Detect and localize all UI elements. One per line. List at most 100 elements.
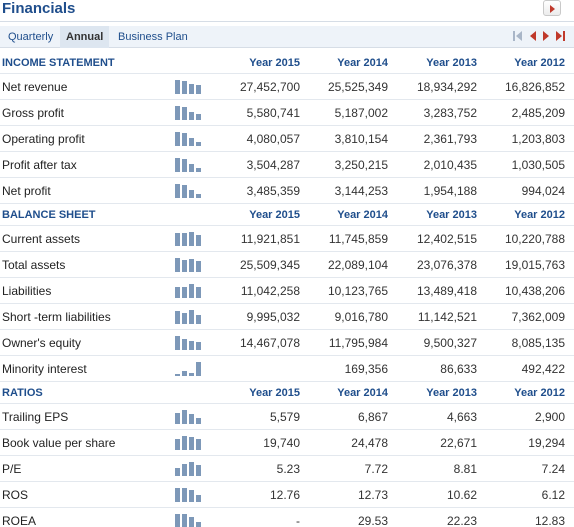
value-cell: 994,024 [521, 183, 565, 198]
spark-bar [182, 371, 187, 376]
spark-bar [189, 284, 194, 298]
sparkline-chart-icon[interactable] [175, 132, 205, 146]
spark-bar [182, 514, 187, 527]
section-header: RATIOS Year 2015 Year 2014 Year 2013 Year 20… [0, 382, 574, 404]
spark-bar [175, 158, 180, 172]
spark-bar [175, 336, 180, 350]
spark-bar [196, 495, 201, 502]
value-cell: 13,489,418 [416, 283, 477, 298]
value-cell: 2,900 [534, 409, 565, 424]
value-cell: 18,934,292 [416, 79, 477, 94]
spark-bar [175, 287, 180, 298]
value-cell: 11,042,258 [240, 283, 300, 298]
value-cell: 1,954,188 [423, 183, 477, 198]
spark-bar [196, 465, 201, 476]
value-cell: 3,485,359 [246, 183, 300, 198]
tab-quarterly[interactable]: Quarterly [8, 31, 54, 43]
sparkline-chart-icon[interactable] [175, 80, 205, 94]
spark-bar [175, 488, 180, 502]
period-tabs: Quarterly Annual Business Plan [0, 26, 574, 48]
prev-page-icon[interactable] [530, 31, 536, 41]
value-cell: 19,015,763 [504, 257, 565, 272]
value-cell: 12.83 [534, 513, 565, 527]
financials-table: INCOME STATEMENT Year 2015 Year 2014 Year 2… [0, 52, 574, 527]
section-header: INCOME STATEMENT Year 2015 Year 2014 Year 2… [0, 52, 574, 74]
section-title: BALANCE SHEET [2, 208, 96, 221]
spark-bar [189, 437, 194, 450]
value-cell: 12,402,515 [416, 231, 477, 246]
year-header: Year 2014 [337, 208, 388, 221]
spark-bar [196, 261, 201, 272]
value-cell: 3,810,154 [334, 131, 388, 146]
year-header: Year 2015 [249, 386, 300, 399]
sparkline-chart-icon[interactable] [175, 362, 205, 376]
row-label: Gross profit [2, 105, 65, 120]
section-title: RATIOS [2, 386, 43, 399]
value-cell: 25,509,345 [239, 257, 300, 272]
tab-business-plan[interactable]: Business Plan [118, 31, 188, 43]
sparkline-chart-icon[interactable] [175, 410, 205, 424]
sparkline-chart-icon[interactable] [175, 336, 205, 350]
value-cell: 3,283,752 [423, 105, 477, 120]
value-cell: 11,745,859 [328, 231, 388, 246]
section-header: BALANCE SHEET Year 2015 Year 2014 Year 2013… [0, 204, 574, 226]
expand-arrow-icon[interactable] [543, 0, 561, 16]
first-page-icon[interactable] [513, 30, 523, 42]
row-label: Operating profit [2, 131, 85, 146]
table-row: Gross profit 5,580,741 5,187,002 3,283,752 2… [0, 100, 574, 126]
spark-bar [189, 341, 194, 350]
table-row: ROS 12.76 12.73 10.62 6.12 [0, 482, 574, 508]
sparkline-chart-icon[interactable] [175, 436, 205, 450]
next-page-icon[interactable] [543, 31, 549, 41]
sparkline-chart-icon[interactable] [175, 284, 205, 298]
spark-bar [196, 142, 201, 146]
spark-bar [175, 374, 180, 376]
spark-bar [175, 184, 180, 198]
sparkline-chart-icon[interactable] [175, 514, 205, 527]
spark-bar [196, 342, 201, 350]
spark-bar [182, 339, 187, 350]
value-cell: 25,525,349 [327, 79, 388, 94]
row-label: Liabilities [2, 283, 52, 298]
value-cell: 4,663 [446, 409, 477, 424]
spark-bar [182, 233, 187, 246]
value-cell: 11,921,851 [240, 231, 300, 246]
table-row: Minority interest 169,356 86,633 492,422 [0, 356, 574, 382]
value-cell: 29.53 [357, 513, 388, 527]
row-label: P/E [2, 461, 22, 476]
spark-bar [182, 81, 187, 94]
value-cell: 9,500,327 [423, 335, 477, 350]
sparkline-chart-icon[interactable] [175, 258, 205, 272]
spark-bar [189, 259, 194, 272]
value-cell: 4,080,057 [246, 131, 300, 146]
sparkline-chart-icon[interactable] [175, 310, 205, 324]
year-header: Year 2014 [337, 56, 388, 69]
last-page-icon[interactable] [556, 30, 566, 42]
value-cell: 3,250,215 [334, 157, 388, 172]
spark-bar [189, 517, 194, 527]
value-cell: 3,144,253 [334, 183, 388, 198]
sparkline-chart-icon[interactable] [175, 488, 205, 502]
section-title: INCOME STATEMENT [2, 56, 115, 69]
value-cell: 6.12 [541, 487, 565, 502]
spark-bar [196, 235, 201, 246]
sparkline-chart-icon[interactable] [175, 106, 205, 120]
year-header: Year 2013 [426, 208, 477, 221]
year-header: Year 2015 [249, 208, 300, 221]
spark-bar [175, 514, 180, 527]
sparkline-chart-icon[interactable] [175, 158, 205, 172]
spark-bar [189, 112, 194, 120]
value-cell: 169,356 [344, 361, 388, 376]
spark-bar [189, 138, 194, 146]
value-cell: 1,203,803 [511, 131, 565, 146]
sparkline-chart-icon[interactable] [175, 462, 205, 476]
financials-header: Financials [0, 0, 574, 22]
table-row: Operating profit 4,080,057 3,810,154 2,361,… [0, 126, 574, 152]
sparkline-chart-icon[interactable] [175, 184, 205, 198]
tab-annual[interactable]: Annual [60, 26, 110, 48]
year-header: Year 2012 [514, 56, 565, 69]
table-row: Short -term liabilities 9,995,032 9,016,78… [0, 304, 574, 330]
sparkline-chart-icon[interactable] [175, 232, 205, 246]
spark-bar [189, 232, 194, 246]
spark-bar [196, 439, 201, 450]
